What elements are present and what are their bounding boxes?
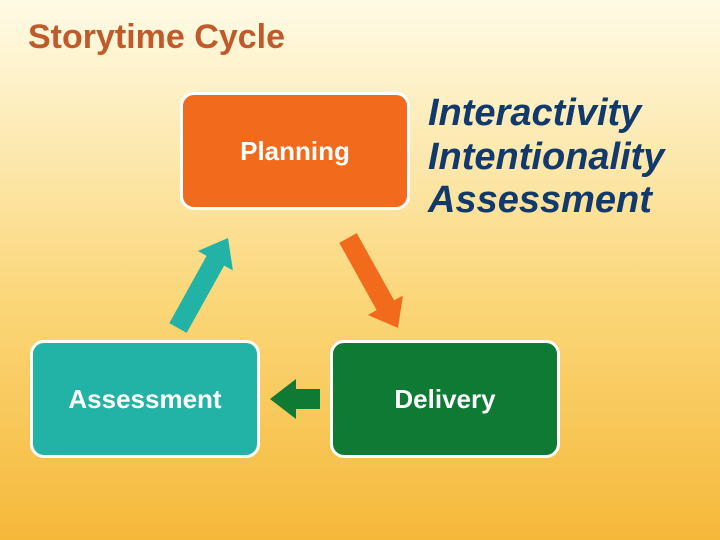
arrow-assessment-to-planning [169, 238, 233, 333]
arrow-delivery-to-assessment [270, 379, 320, 419]
cycle-arrows [0, 0, 720, 540]
side-principles-line: Intentionality [428, 136, 664, 180]
side-principles: InteractivityIntentionalityAssessment [428, 92, 664, 223]
side-principles-line: Interactivity [428, 92, 664, 136]
side-principles-line: Assessment [428, 179, 664, 223]
arrow-planning-to-delivery [339, 233, 403, 328]
slide: Storytime Cycle Planning Assessment Deli… [0, 0, 720, 540]
